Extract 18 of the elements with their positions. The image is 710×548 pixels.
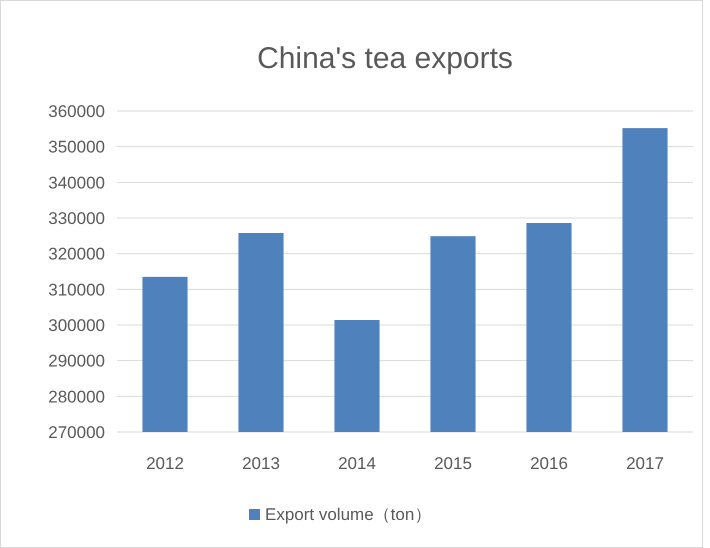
chart-title: China's tea exports xyxy=(257,42,513,75)
y-tick-label: 280000 xyxy=(48,387,105,406)
x-tick-label: 2016 xyxy=(530,454,568,473)
y-tick-label: 290000 xyxy=(48,352,105,371)
y-tick-label: 350000 xyxy=(48,138,105,157)
y-tick-label: 360000 xyxy=(48,102,105,121)
y-tick-label: 340000 xyxy=(48,173,105,192)
x-tick-label: 2013 xyxy=(242,454,280,473)
y-tick-label: 320000 xyxy=(48,244,105,264)
x-tick-label: 2012 xyxy=(146,454,184,473)
x-tick-label: 2015 xyxy=(434,454,472,473)
y-tick-label: 310000 xyxy=(48,280,105,300)
y-tick-label: 300000 xyxy=(48,316,105,335)
x-tick-label: 2017 xyxy=(626,454,664,473)
y-tick-label: 330000 xyxy=(48,208,105,228)
legend-label: Export volume（ton） xyxy=(265,505,432,524)
x-tick-label: 2014 xyxy=(338,454,376,473)
y-tick-label: 270000 xyxy=(48,422,105,442)
